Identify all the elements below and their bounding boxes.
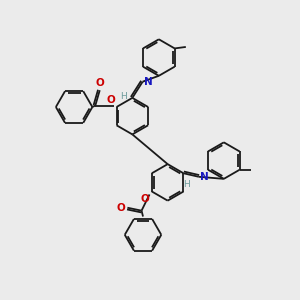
Text: O: O <box>106 95 115 105</box>
Text: O: O <box>116 203 125 213</box>
Text: H: H <box>120 92 127 101</box>
Text: N: N <box>200 172 209 182</box>
Text: O: O <box>95 78 104 88</box>
Text: H: H <box>183 180 190 189</box>
Text: O: O <box>141 194 149 205</box>
Text: N: N <box>144 77 153 87</box>
